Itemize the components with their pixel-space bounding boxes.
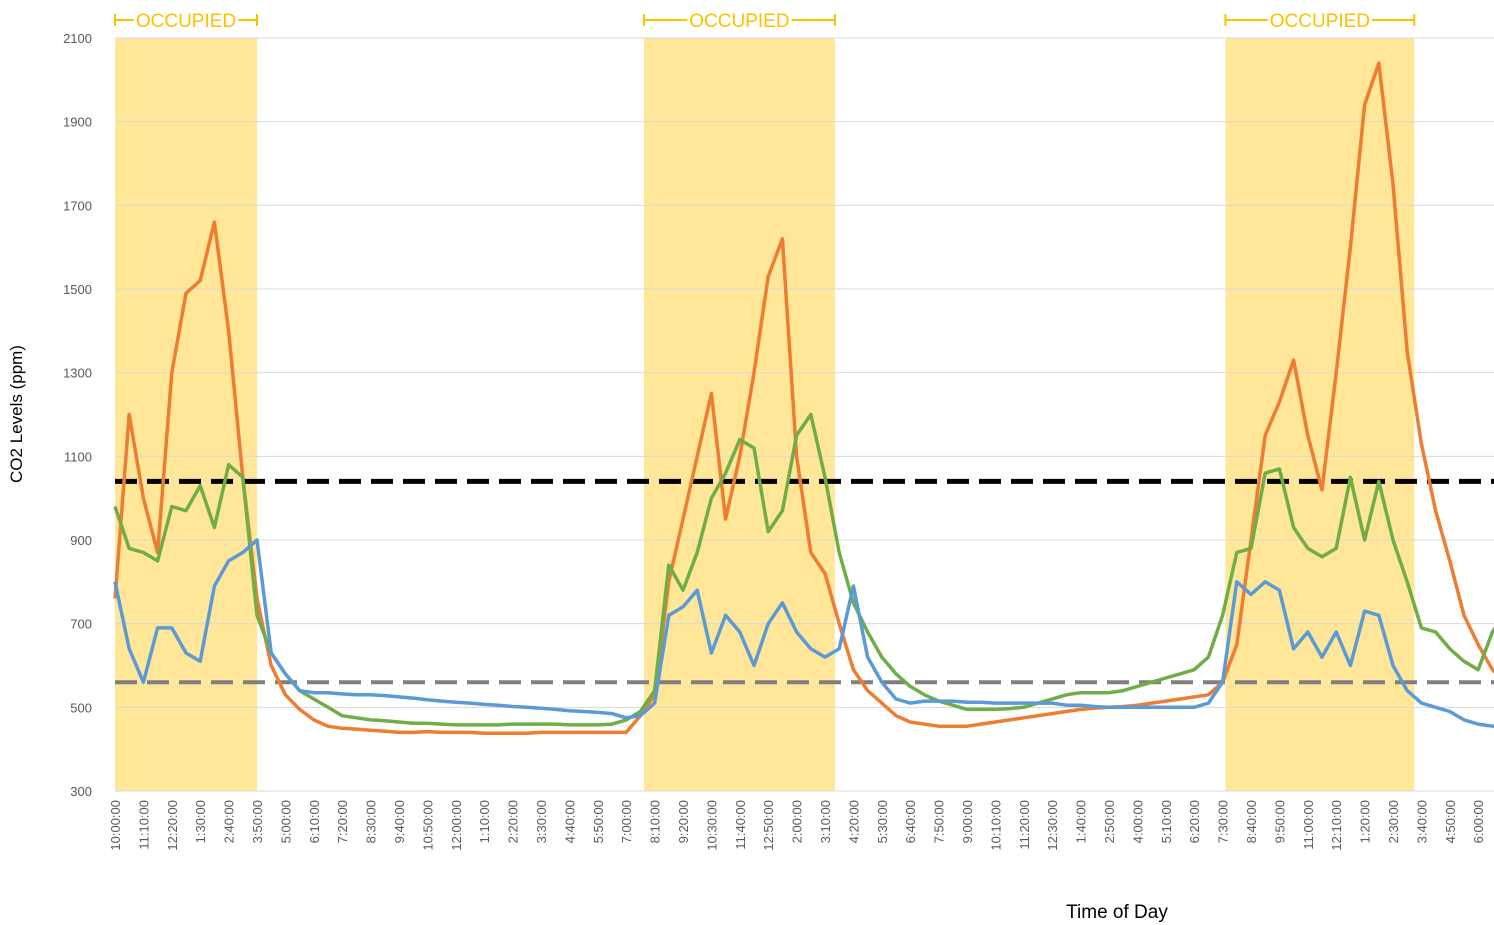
x-tick-label: 8:30:00	[364, 800, 379, 843]
y-tick-label: 300	[70, 784, 92, 799]
x-tick-label: 9:20:00	[676, 800, 691, 843]
x-tick-label: 3:10:00	[818, 800, 833, 843]
x-tick-label: 4:40:00	[562, 800, 577, 843]
x-tick-label: 8:10:00	[648, 800, 663, 843]
occupied-band	[1225, 38, 1415, 791]
series-line	[113, 61, 1494, 736]
x-axis-label: Time of Day	[1066, 902, 1168, 923]
x-tick-label: 6:10:00	[307, 800, 322, 843]
x-tick-label: 12:30:00	[1045, 800, 1060, 851]
x-tick-label: 3:40:00	[1414, 800, 1429, 843]
x-tick-label: 10:00:00	[108, 800, 123, 851]
x-tick-label: 4:20:00	[846, 800, 861, 843]
x-tick-label: 7:20:00	[335, 800, 350, 843]
x-tick-label: 2:20:00	[506, 800, 521, 843]
series-line	[113, 538, 1494, 728]
y-tick-label: 1500	[63, 282, 92, 297]
x-tick-label: 4:50:00	[1443, 800, 1458, 843]
x-tick-label: 11:10:00	[136, 800, 151, 850]
y-tick-label: 1700	[63, 198, 92, 213]
y-tick-label: 1300	[63, 366, 92, 381]
x-tick-label: 3:50:00	[250, 800, 265, 843]
x-tick-label: 5:50:00	[591, 800, 606, 843]
x-tick-label: 10:50:00	[420, 800, 435, 851]
x-tick-label: 12:00:00	[449, 800, 464, 851]
x-tick-label: 6:40:00	[903, 800, 918, 843]
x-tick-label: 7:30:00	[1216, 800, 1231, 843]
occupied-label: OCCUPIED	[1270, 11, 1370, 32]
x-tick-label: 1:40:00	[1074, 800, 1089, 843]
y-tick-label: 700	[70, 617, 92, 632]
x-tick-label: 8:40:00	[1244, 800, 1259, 843]
x-tick-label: 6:20:00	[1187, 800, 1202, 843]
occupied-label: OCCUPIED	[689, 11, 789, 32]
x-tick-label: 5:00:00	[278, 800, 293, 843]
x-tick-label: 7:50:00	[932, 800, 947, 843]
x-tick-label: 1:10:00	[477, 800, 492, 843]
y-tick-label: 2100	[63, 31, 92, 46]
x-tick-label: 1:20:00	[1358, 800, 1373, 843]
x-tick-label: 12:10:00	[1329, 800, 1344, 851]
series-line	[113, 412, 1494, 727]
x-tick-label: 9:00:00	[960, 800, 975, 843]
occupied-label: OCCUPIED	[136, 11, 236, 32]
y-tick-label: 900	[70, 533, 92, 548]
occupied-band	[115, 38, 257, 791]
x-tick-label: 12:20:00	[165, 800, 180, 851]
x-tick-label: 2:40:00	[222, 800, 237, 843]
x-tick-label: 10:30:00	[704, 800, 719, 851]
x-tick-label: 1:30:00	[193, 800, 208, 843]
x-tick-label: 10:10:00	[988, 800, 1003, 851]
x-tick-label: 2:30:00	[1386, 800, 1401, 843]
x-tick-label: 9:50:00	[1272, 800, 1287, 843]
y-tick-label: 500	[70, 700, 92, 715]
x-tick-label: 5:30:00	[875, 800, 890, 843]
x-tick-label: 4:00:00	[1130, 800, 1145, 843]
y-axis-label: CO2 Levels (ppm)	[7, 345, 26, 483]
x-tick-label: 2:50:00	[1102, 800, 1117, 843]
y-tick-label: 1900	[63, 115, 92, 130]
x-tick-label: 5:10:00	[1159, 800, 1174, 843]
x-tick-label: 9:40:00	[392, 800, 407, 843]
x-tick-label: 3:30:00	[534, 800, 549, 843]
occupied-band	[643, 38, 835, 791]
x-tick-label: 11:40:00	[733, 800, 748, 850]
x-tick-label: 6:00:00	[1471, 800, 1486, 843]
x-tick-label: 7:00:00	[619, 800, 634, 843]
x-tick-label: 11:00:00	[1301, 800, 1316, 850]
x-tick-label: 11:20:00	[1017, 800, 1032, 850]
x-tick-label: 12:50:00	[761, 800, 776, 851]
x-tick-label: 2:00:00	[790, 800, 805, 843]
y-tick-label: 1100	[64, 449, 92, 464]
